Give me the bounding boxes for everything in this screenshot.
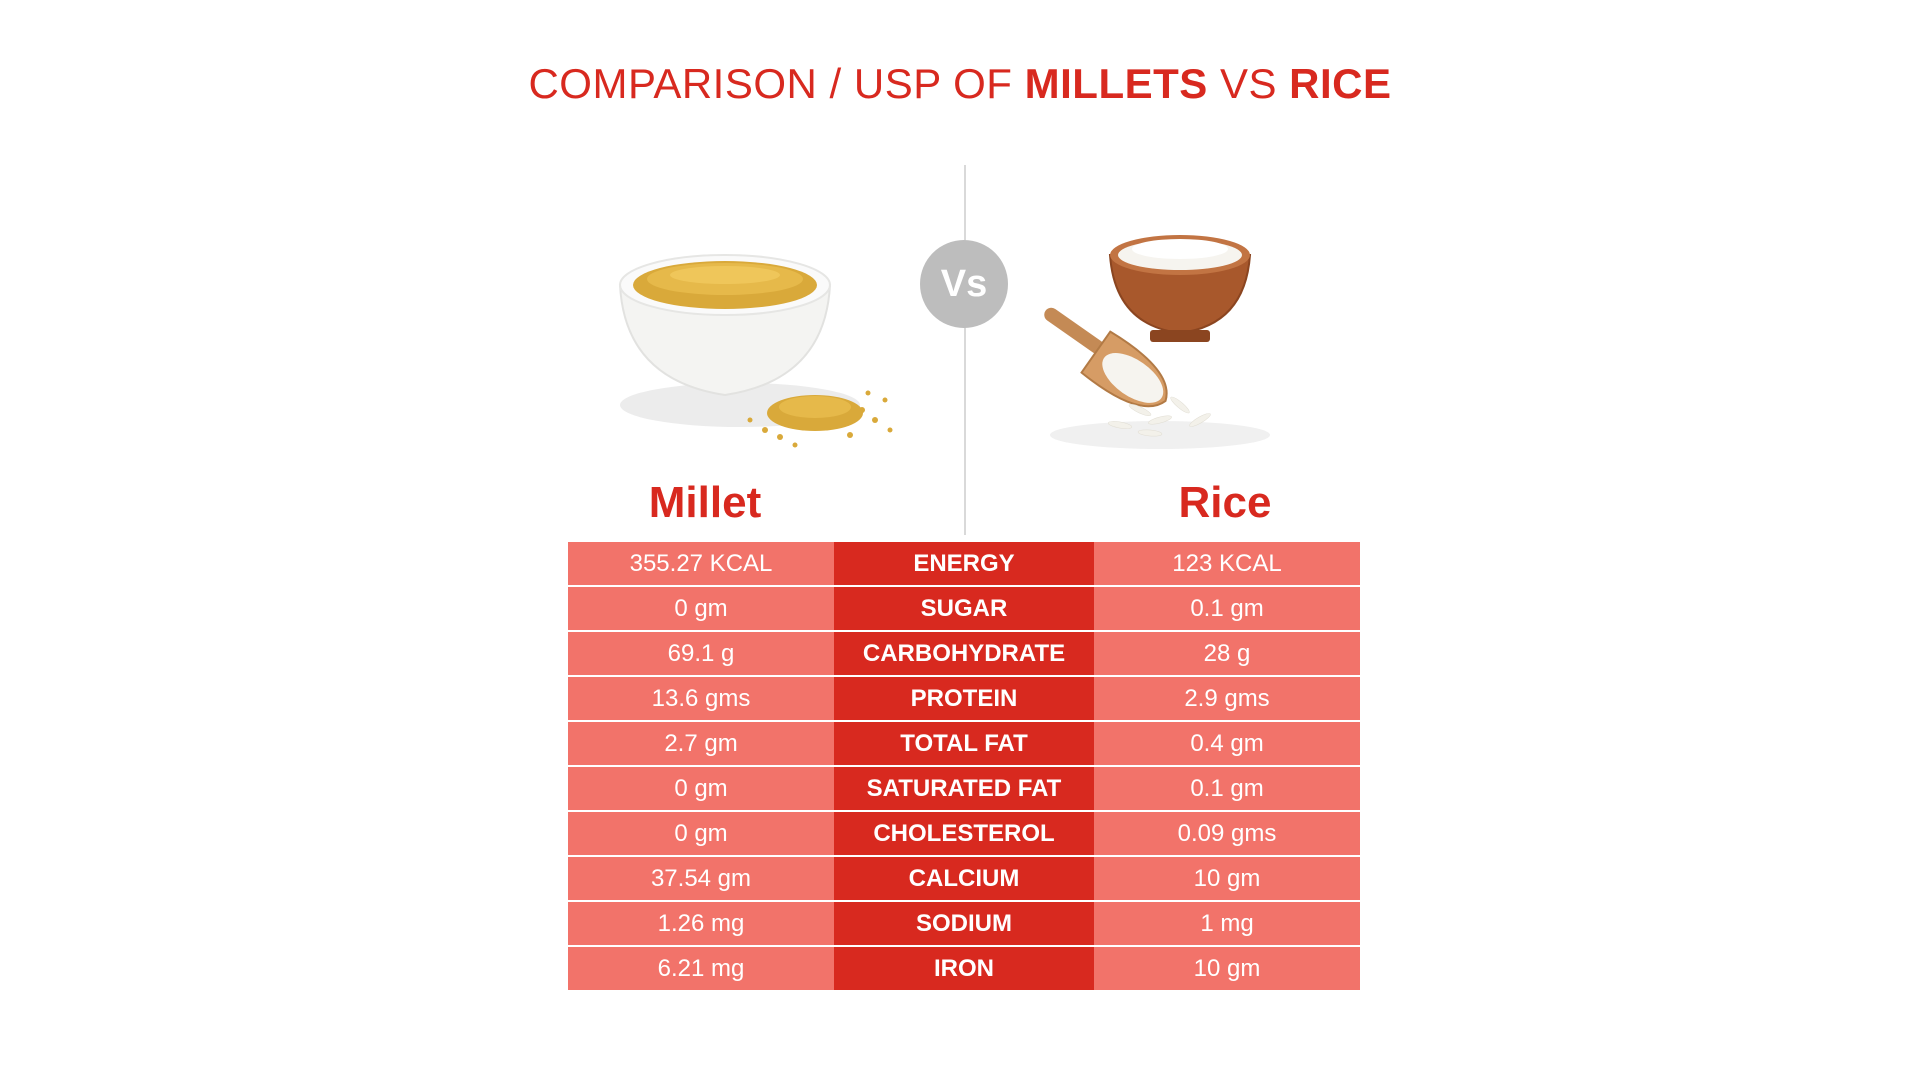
- nutrient-label: CALCIUM: [834, 857, 1094, 900]
- vs-badge: Vs: [920, 240, 1008, 328]
- rice-bowl-image: [1044, 235, 1270, 449]
- table-row: 355.27 KCAL ENERGY 123 KCAL: [568, 542, 1360, 585]
- rice-value: 0.09 gms: [1094, 812, 1360, 855]
- nutrient-label: SATURATED FAT: [834, 767, 1094, 810]
- millet-value: 69.1 g: [568, 632, 834, 675]
- millet-value: 13.6 gms: [568, 677, 834, 720]
- nutrient-label: SODIUM: [834, 902, 1094, 945]
- table-row: 1.26 mg SODIUM 1 mg: [568, 902, 1360, 945]
- table-row: 37.54 gm CALCIUM 10 gm: [568, 857, 1360, 900]
- rice-value: 123 KCAL: [1094, 542, 1360, 585]
- nutrient-label: CARBOHYDRATE: [834, 632, 1094, 675]
- table-row: 0 gm SATURATED FAT 0.1 gm: [568, 767, 1360, 810]
- title-item2: RICE: [1289, 60, 1392, 107]
- millet-value: 37.54 gm: [568, 857, 834, 900]
- rice-value: 1 mg: [1094, 902, 1360, 945]
- nutrient-label: CHOLESTEROL: [834, 812, 1094, 855]
- table-row: 69.1 g CARBOHYDRATE 28 g: [568, 632, 1360, 675]
- millet-bowl-image: [618, 254, 893, 448]
- page-title: COMPARISON / USP OF MILLETS VS RICE: [0, 60, 1920, 108]
- table-row: 13.6 gms PROTEIN 2.9 gms: [568, 677, 1360, 720]
- millet-value: 0 gm: [568, 767, 834, 810]
- millet-value: 2.7 gm: [568, 722, 834, 765]
- millet-value: 0 gm: [568, 587, 834, 630]
- nutrient-label: ENERGY: [834, 542, 1094, 585]
- rice-value: 2.9 gms: [1094, 677, 1360, 720]
- title-prefix: COMPARISON / USP OF: [528, 60, 1025, 107]
- table-row: 2.7 gm TOTAL FAT 0.4 gm: [568, 722, 1360, 765]
- table-row: 0 gm CHOLESTEROL 0.09 gms: [568, 812, 1360, 855]
- rice-value: 10 gm: [1094, 857, 1360, 900]
- nutrient-label: PROTEIN: [834, 677, 1094, 720]
- millet-value: 1.26 mg: [568, 902, 834, 945]
- nutrient-label: SUGAR: [834, 587, 1094, 630]
- title-middle: VS: [1207, 60, 1290, 107]
- millet-value: 0 gm: [568, 812, 834, 855]
- nutrient-label: TOTAL FAT: [834, 722, 1094, 765]
- millet-label: Millet: [648, 478, 762, 527]
- title-item1: MILLETS: [1024, 60, 1208, 107]
- center-divider: [964, 165, 966, 535]
- comparison-table: 355.27 KCAL ENERGY 123 KCAL 0 gm SUGAR 0…: [568, 542, 1360, 992]
- millet-value: 355.27 KCAL: [568, 542, 834, 585]
- rice-value: 0.1 gm: [1094, 767, 1360, 810]
- rice-label: Rice: [1178, 478, 1272, 527]
- table-row: 6.21 mg IRON 10 gm: [568, 947, 1360, 990]
- nutrient-label: IRON: [834, 947, 1094, 990]
- table-row: 0 gm SUGAR 0.1 gm: [568, 587, 1360, 630]
- rice-value: 10 gm: [1094, 947, 1360, 990]
- rice-value: 0.1 gm: [1094, 587, 1360, 630]
- rice-value: 0.4 gm: [1094, 722, 1360, 765]
- rice-value: 28 g: [1094, 632, 1360, 675]
- millet-value: 6.21 mg: [568, 947, 834, 990]
